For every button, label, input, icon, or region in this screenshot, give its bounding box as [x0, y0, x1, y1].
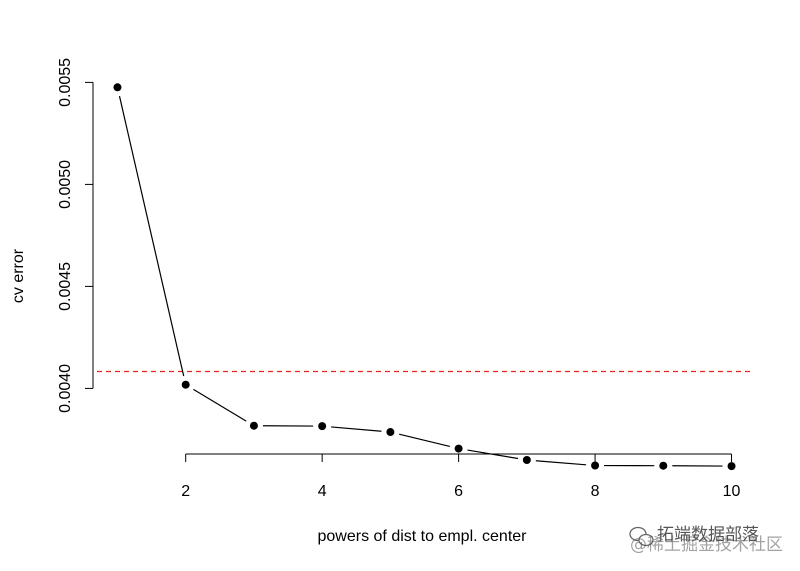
- x-tick-label: 8: [591, 483, 600, 500]
- x-axis: 2 4 6 8 10: [181, 453, 741, 500]
- y-tick-label: 0.0040: [57, 364, 74, 413]
- data-point: [591, 461, 600, 470]
- data-point: [181, 380, 190, 389]
- y-tick-label: 0.0050: [57, 160, 74, 209]
- series-line-segment: [331, 426, 382, 432]
- series-line-segment: [118, 95, 185, 377]
- x-tick-label: 4: [318, 483, 327, 500]
- y-axis: 0.0040 0.0045 0.0050 0.0055: [57, 58, 94, 413]
- series-line-segment: [398, 433, 451, 448]
- watermark: 拓端数据部落 @稀土掘金技术社区: [629, 525, 783, 555]
- series-line-segment: [193, 388, 247, 422]
- x-axis-title: powers of dist to empl. center: [318, 528, 528, 545]
- data-point: [249, 421, 258, 430]
- series-line: [118, 95, 723, 467]
- watermark-text: 拓端数据部落: [657, 525, 759, 545]
- data-point: [386, 428, 395, 437]
- data-point: [727, 462, 736, 471]
- data-point: [113, 83, 122, 92]
- data-point: [318, 422, 327, 431]
- data-point: [454, 444, 463, 453]
- y-axis-title: cv error: [10, 248, 27, 303]
- watermark-subtext: @稀土掘金技术社区: [630, 535, 783, 555]
- series-points: [113, 83, 736, 471]
- x-tick-label: 6: [454, 483, 463, 500]
- y-tick-label: 0.0045: [57, 262, 74, 311]
- series-line-segment: [467, 449, 519, 460]
- series-line-segment: [535, 460, 587, 466]
- data-point: [522, 456, 531, 465]
- wechat-icon: [629, 526, 654, 547]
- y-tick-label: 0.0055: [57, 58, 74, 107]
- data-point: [659, 461, 668, 470]
- x-tick-label: 10: [723, 483, 741, 500]
- x-tick-label: 2: [181, 483, 190, 500]
